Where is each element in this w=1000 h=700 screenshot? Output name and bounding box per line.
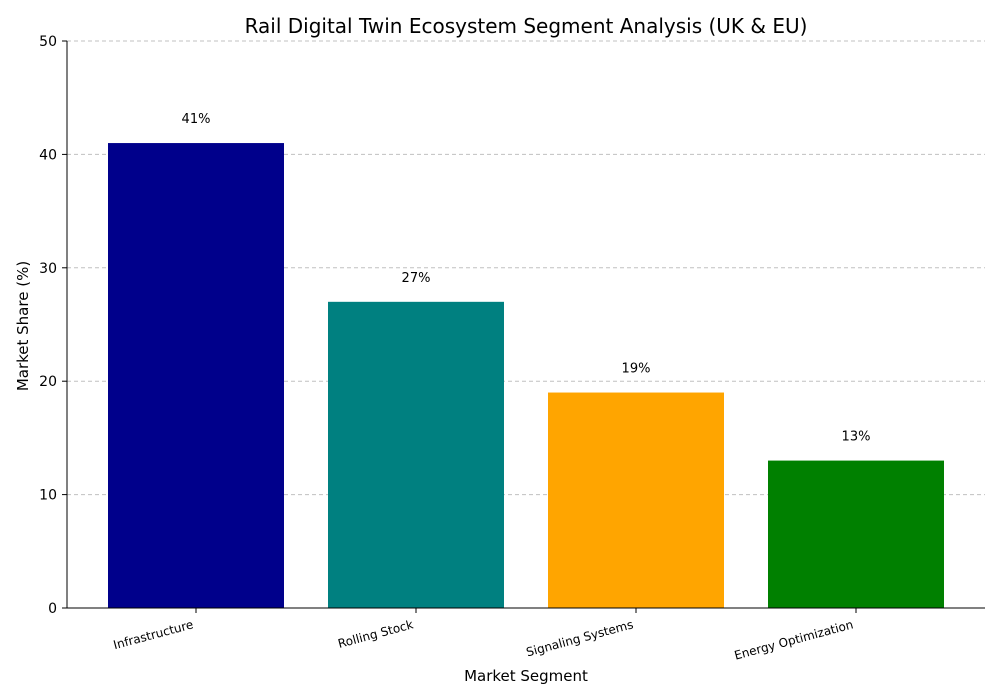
bars	[108, 143, 944, 608]
bar-value-label: 41%	[182, 112, 211, 127]
bar	[108, 143, 284, 608]
x-tick-label: Energy Optimization	[733, 617, 855, 662]
bar	[328, 301, 504, 608]
x-axis-title: Market Segment	[464, 667, 588, 685]
axes	[66, 41, 985, 609]
bar	[548, 392, 724, 608]
y-ticks: 0 10 20 30 40 50	[39, 34, 67, 617]
y-tick-label: 30	[39, 261, 57, 277]
bar-value-label: 13%	[842, 430, 871, 445]
chart-title: Rail Digital Twin Ecosystem Segment Anal…	[245, 14, 808, 38]
y-axis-title: Market Share (%)	[14, 261, 32, 391]
bar	[768, 460, 944, 608]
y-tick-label: 10	[39, 488, 57, 504]
y-tick-label: 20	[39, 374, 57, 390]
y-tick-label: 40	[39, 147, 57, 163]
bar-value-label: 19%	[622, 362, 651, 377]
y-tick-label: 50	[39, 34, 57, 50]
bar-value-label: 27%	[402, 271, 431, 286]
x-tick-label: Infrastructure	[112, 617, 195, 652]
x-tick-label: Signaling Systems	[525, 617, 635, 659]
x-ticks: Infrastructure Rolling Stock Signaling Sys…	[112, 608, 857, 663]
y-tick-label: 0	[48, 601, 57, 617]
data-labels: 41% 27% 19% 13%	[182, 112, 871, 445]
x-tick-label: Rolling Stock	[336, 617, 414, 651]
